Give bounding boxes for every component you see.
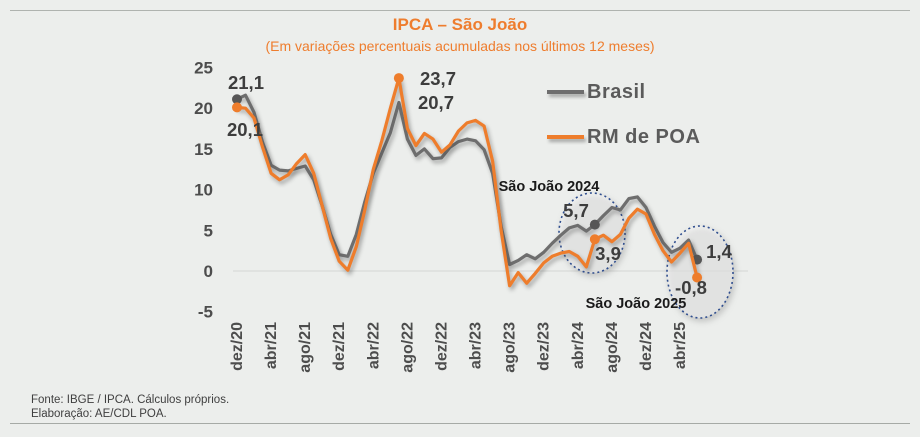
legend: Brasil RM de POA	[547, 80, 700, 170]
x-axis-tick-label: abr/23	[468, 322, 485, 369]
x-axis-tick-label: ago/24	[604, 322, 621, 373]
x-axis-tick-label: dez/20	[229, 322, 246, 371]
footer-elaboration: Elaboração: AE/CDL POA.	[31, 408, 167, 421]
x-axis-tick-label: abr/21	[263, 322, 280, 369]
data-point-label: 5,7	[563, 200, 589, 221]
data-point-label: 1,4	[706, 241, 732, 262]
annotation-label: São João 2024	[499, 179, 600, 195]
x-axis-tick-label: dez/24	[638, 322, 655, 371]
y-axis-tick-label: 5	[204, 221, 213, 240]
x-axis-tick-label: abr/22	[365, 322, 382, 369]
data-point-label: 21,1	[228, 72, 264, 93]
x-axis-tick-label: ago/23	[502, 322, 519, 373]
y-axis-tick-label: 25	[194, 59, 213, 78]
legend-label-rm-de-poa: RM de POA	[587, 125, 701, 148]
data-point-label: -0,8	[675, 277, 707, 298]
legend-label-brasil: Brasil	[587, 80, 646, 103]
x-axis-tick-label: abr/24	[570, 322, 587, 369]
x-axis-tick-label: ago/22	[399, 322, 416, 373]
y-axis-tick-label: 10	[194, 181, 213, 200]
top-divider	[10, 10, 910, 11]
data-point-marker	[393, 73, 404, 84]
data-point-marker	[232, 102, 242, 113]
series-line-rm-de-poa	[235, 76, 699, 288]
data-point-marker	[589, 219, 600, 230]
y-axis-tick-label: 15	[194, 140, 213, 159]
legend-item-rm-de-poa: RM de POA	[547, 125, 700, 149]
data-point-marker	[589, 234, 600, 245]
x-axis-tick-label: ago/21	[297, 322, 314, 373]
footer-source: Fonte: IBGE / IPCA. Cálculos próprios.	[31, 394, 230, 406]
series-line-brasil	[235, 93, 699, 267]
brasil-line-swatch	[547, 90, 584, 94]
data-point-label: 3,9	[595, 243, 621, 264]
x-axis-tick-label: dez/21	[331, 322, 348, 371]
chart-title: IPCA – São João	[392, 15, 528, 34]
data-point-label: 20,7	[418, 92, 454, 113]
annotation-label: São João 2025	[586, 296, 687, 312]
data-point-marker	[232, 94, 242, 105]
annotation-ellipse	[558, 192, 626, 274]
data-point-label: 20,1	[227, 119, 263, 140]
rm-de-poa-line-swatch	[547, 135, 584, 139]
data-point-marker	[692, 272, 703, 283]
data-point-label: 23,7	[420, 68, 456, 89]
y-axis-tick-label: 20	[194, 99, 213, 118]
x-axis-tick-label: abr/25	[672, 322, 689, 369]
x-axis-tick-label: dez/22	[433, 322, 450, 371]
legend-item-brasil: Brasil	[547, 80, 700, 104]
chart-header: IPCA – São João (Em variações percentuai…	[0, 15, 920, 54]
y-axis-tick-label: -5	[198, 303, 213, 322]
x-axis-tick-label: dez/23	[536, 322, 553, 371]
chart-subtitle: (Em variações percentuais acumuladas nos…	[265, 37, 655, 54]
y-axis-tick-label: 0	[204, 262, 213, 281]
footer: Fonte: IBGE / IPCA. Cálculos próprios. E…	[31, 393, 229, 422]
bottom-divider	[10, 423, 910, 424]
